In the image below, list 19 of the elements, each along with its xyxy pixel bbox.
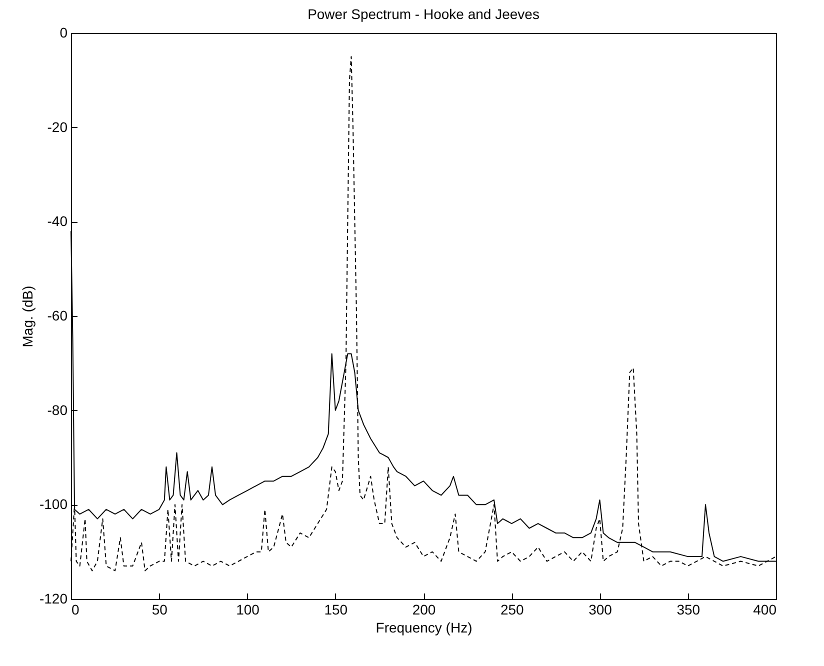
- x-axis-title: Frequency (Hz): [376, 620, 472, 636]
- y-tick-label: -80: [47, 402, 68, 418]
- x-tick-label: 50: [152, 602, 168, 618]
- y-tick-label: 0: [60, 24, 68, 40]
- x-tick-label: 0: [72, 602, 80, 618]
- y-axis-title: Mag. (dB): [19, 286, 36, 348]
- x-tick-label: 400: [753, 602, 777, 618]
- x-tick-label: 350: [676, 602, 700, 618]
- x-tick-label: 200: [412, 602, 436, 618]
- y-tick-label: -40: [47, 213, 68, 230]
- y-tick-label: -100: [39, 496, 68, 512]
- chart-title: Power Spectrum - Hooke and Jeeves: [308, 6, 540, 22]
- x-tick-label: 250: [500, 602, 524, 618]
- x-tick-label: 100: [236, 602, 260, 618]
- x-tick-label: 150: [324, 602, 348, 618]
- y-tick-label: -120: [39, 590, 68, 606]
- y-tick-label: -60: [47, 308, 68, 324]
- y-tick-label: -20: [47, 118, 68, 135]
- x-tick-label: 300: [588, 602, 612, 618]
